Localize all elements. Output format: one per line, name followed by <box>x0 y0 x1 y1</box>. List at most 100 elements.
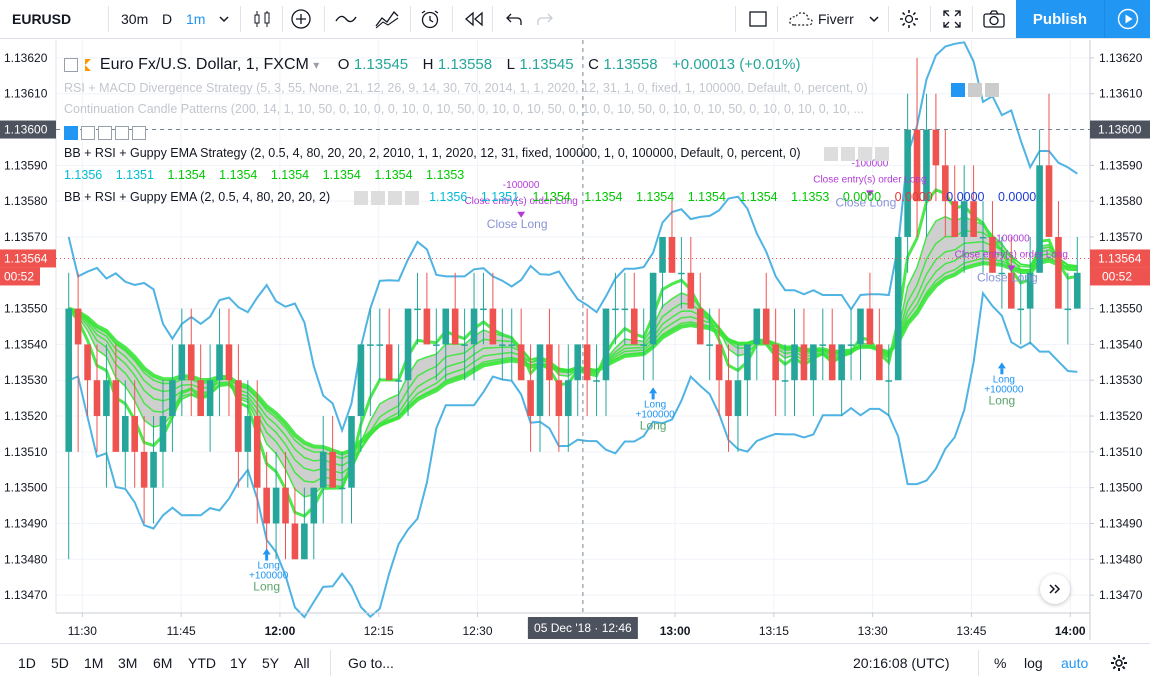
range-1y[interactable]: 1Y <box>230 644 247 682</box>
alert-button[interactable] <box>419 0 441 38</box>
price-label: 1.13530 <box>1099 373 1143 387</box>
chevron-down-icon <box>219 16 229 23</box>
clock[interactable]: 20:16:08 (UTC) <box>853 644 949 682</box>
chart-type-button[interactable] <box>252 0 272 38</box>
indicator-tools <box>951 81 1002 99</box>
indicator-legend-rsi-macd[interactable]: RSI + MACD Divergence Strategy (5, 3, 55… <box>64 81 868 95</box>
price-label-left: 1.13620 <box>4 51 48 65</box>
range-all[interactable]: All <box>294 644 310 682</box>
price-label-left: 1.13520 <box>4 409 48 423</box>
time-label: 12:30 <box>462 624 492 638</box>
replay-button[interactable] <box>464 0 484 38</box>
chart-settings-button[interactable] <box>1110 644 1128 682</box>
close-icon[interactable] <box>875 146 890 161</box>
collapse-legend-icon[interactable] <box>64 57 78 72</box>
candle-body <box>894 236 902 381</box>
range-1m[interactable]: 1M <box>84 644 103 682</box>
value: 0.0000 <box>946 190 985 204</box>
auto-toggle[interactable]: auto <box>1061 644 1088 682</box>
gear-icon[interactable] <box>968 82 982 97</box>
eye-icon[interactable] <box>824 146 839 161</box>
add-indicator-button[interactable] <box>290 0 312 38</box>
fullscreen-button[interactable] <box>942 0 962 38</box>
goto-button[interactable]: Go to... <box>348 644 394 682</box>
candle-body <box>282 487 289 524</box>
candle-body <box>197 380 204 417</box>
compare-button[interactable] <box>374 0 400 38</box>
divider <box>452 6 453 32</box>
value: 1.1354 <box>322 168 361 182</box>
range-ytd[interactable]: YTD <box>188 644 216 682</box>
close-icon[interactable] <box>404 190 419 205</box>
current-price-label-left: 1.13564 <box>4 251 48 265</box>
range-1d[interactable]: 1D <box>18 644 36 682</box>
flag-icon <box>85 58 92 71</box>
candle-body <box>244 416 252 452</box>
indicator-legend-bb-strategy[interactable]: BB + RSI + Guppy EMA Strategy (2, 0.5, 4… <box>64 146 892 161</box>
indicator-legend-bb-guppy[interactable]: BB + RSI + Guppy EMA (2, 0.5, 4, 80, 20,… <box>64 190 1036 205</box>
range-6m[interactable]: 6M <box>153 644 172 682</box>
scroll-to-realtime-button[interactable] <box>1040 574 1070 604</box>
gear-icon[interactable] <box>370 190 385 205</box>
undo-button[interactable] <box>505 0 523 38</box>
indicator-bb-guppy-label: BB + RSI + Guppy EMA (2, 0.5, 4, 80, 20,… <box>64 190 331 204</box>
range-label: 3M <box>118 655 138 671</box>
price-label: 1.13500 <box>1099 481 1143 495</box>
range-3m[interactable]: 3M <box>118 644 137 682</box>
candle-body <box>159 416 167 452</box>
indicator-legend-candle-patterns[interactable]: Continuation Candle Patterns (200, 14, 1… <box>64 102 864 116</box>
candle-body <box>376 344 384 346</box>
play-button[interactable] <box>1104 0 1150 38</box>
interval-dropdown[interactable] <box>218 0 230 38</box>
publish-button[interactable]: Publish <box>1016 0 1104 38</box>
interval-1m[interactable]: 1m <box>186 0 205 38</box>
time-label: 14:00 <box>1055 624 1086 638</box>
eye-icon[interactable] <box>64 125 78 140</box>
long-order-label: Long <box>993 374 1015 385</box>
log-toggle[interactable]: log <box>1024 644 1043 682</box>
snapshot-button[interactable] <box>982 0 1006 38</box>
range-5d[interactable]: 5D <box>51 644 69 682</box>
source-code-icon[interactable] <box>858 146 873 161</box>
divider <box>492 6 493 32</box>
interval-d[interactable]: D <box>162 0 172 38</box>
close-icon[interactable] <box>132 125 146 140</box>
price-label: 1.13590 <box>1099 158 1143 172</box>
layout-menu[interactable]: Fiverr <box>788 0 880 38</box>
chevron-down-icon[interactable]: ▾ <box>313 58 320 72</box>
time-label: 12:15 <box>364 624 394 638</box>
price-label: 1.13540 <box>1099 337 1143 351</box>
candle-body <box>659 236 666 273</box>
settings-button[interactable] <box>898 0 920 38</box>
plus-icon[interactable] <box>115 125 129 140</box>
redo-button[interactable] <box>536 0 554 38</box>
symbol-search[interactable]: EURUSD <box>12 0 71 38</box>
chart-area[interactable]: Long +100000 Long -100000 Close entry(s) ord… <box>0 40 1150 640</box>
percent-toggle[interactable]: % <box>994 644 1006 682</box>
percent-label: % <box>994 655 1007 671</box>
alarm-clock-icon <box>421 10 439 29</box>
fullscreen-toggle[interactable] <box>748 0 768 38</box>
price-label-left: 1.13580 <box>4 194 48 208</box>
candle-body <box>1008 272 1015 309</box>
cloud-icon <box>789 12 813 26</box>
divider <box>282 6 283 32</box>
candle-body <box>960 201 968 237</box>
source-code-icon[interactable] <box>98 125 112 140</box>
candle-body <box>668 236 676 273</box>
close-icon[interactable] <box>985 82 999 97</box>
divider <box>108 6 109 32</box>
indicators-button[interactable] <box>334 0 358 38</box>
candle-body <box>574 344 582 381</box>
gear-icon[interactable] <box>81 125 95 140</box>
gear-icon <box>900 10 918 28</box>
range-5y[interactable]: 5Y <box>262 644 279 682</box>
interval-30m[interactable]: 30m <box>121 0 148 38</box>
eye-icon[interactable] <box>951 82 965 97</box>
gear-icon[interactable] <box>841 146 856 161</box>
source-code-icon[interactable] <box>387 190 402 205</box>
candle-body <box>433 344 440 346</box>
eye-icon[interactable] <box>353 190 368 205</box>
price-label: 1.13610 <box>1099 87 1143 101</box>
